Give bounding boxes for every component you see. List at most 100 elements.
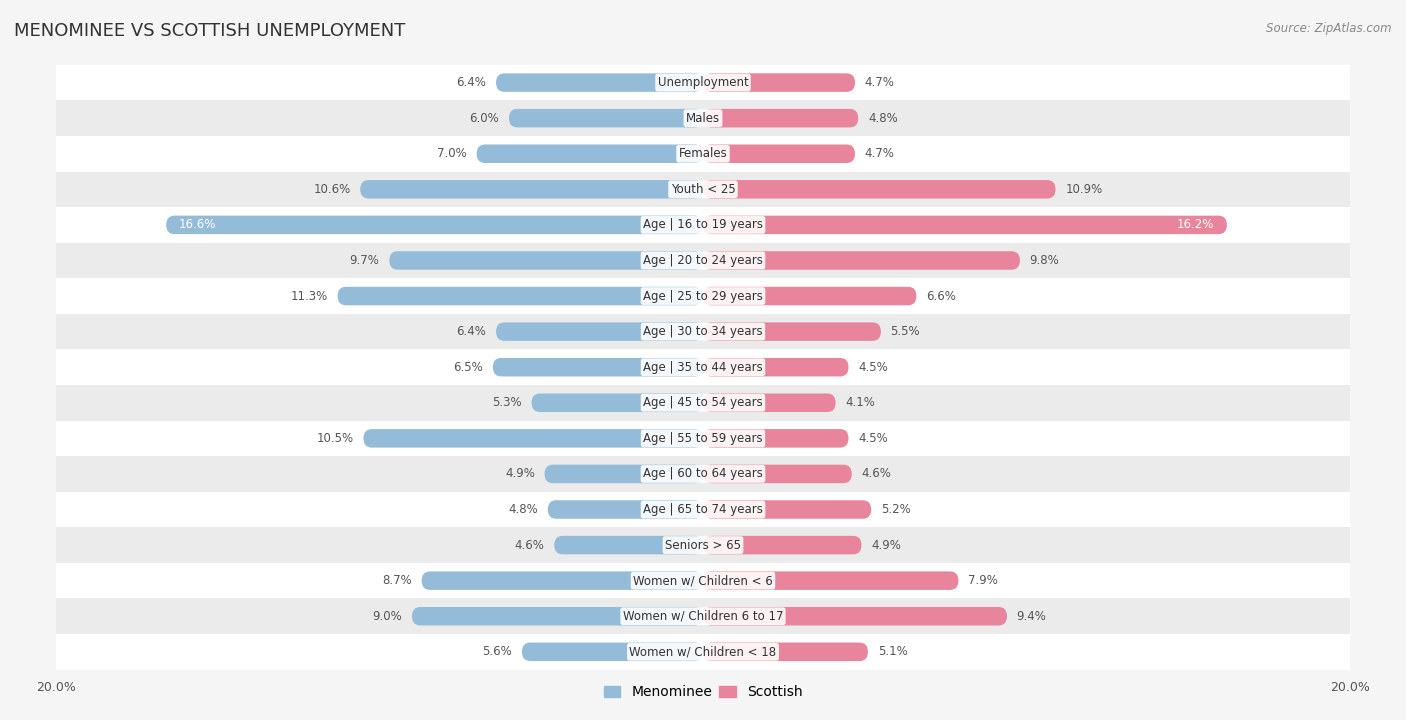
Legend: Menominee, Scottish: Menominee, Scottish	[598, 680, 808, 705]
FancyBboxPatch shape	[522, 642, 703, 661]
Text: 10.5%: 10.5%	[316, 432, 354, 445]
FancyBboxPatch shape	[703, 642, 868, 661]
Bar	[56, 314, 1350, 349]
FancyBboxPatch shape	[703, 145, 855, 163]
Text: Age | 30 to 34 years: Age | 30 to 34 years	[643, 325, 763, 338]
Text: 10.9%: 10.9%	[1066, 183, 1102, 196]
FancyBboxPatch shape	[477, 145, 703, 163]
Text: 4.9%: 4.9%	[872, 539, 901, 552]
Text: 4.6%: 4.6%	[515, 539, 544, 552]
Text: 4.7%: 4.7%	[865, 76, 894, 89]
Text: 4.8%: 4.8%	[509, 503, 538, 516]
Bar	[56, 456, 1350, 492]
FancyBboxPatch shape	[531, 394, 703, 412]
Text: 5.6%: 5.6%	[482, 645, 512, 658]
Text: 9.4%: 9.4%	[1017, 610, 1046, 623]
FancyBboxPatch shape	[389, 251, 703, 270]
Text: MENOMINEE VS SCOTTISH UNEMPLOYMENT: MENOMINEE VS SCOTTISH UNEMPLOYMENT	[14, 22, 405, 40]
Text: Youth < 25: Youth < 25	[671, 183, 735, 196]
Text: Age | 25 to 29 years: Age | 25 to 29 years	[643, 289, 763, 302]
FancyBboxPatch shape	[703, 572, 959, 590]
Bar	[56, 243, 1350, 278]
Bar	[56, 385, 1350, 420]
FancyBboxPatch shape	[703, 394, 835, 412]
FancyBboxPatch shape	[703, 287, 917, 305]
Bar	[56, 171, 1350, 207]
Text: 6.5%: 6.5%	[453, 361, 484, 374]
Text: Age | 45 to 54 years: Age | 45 to 54 years	[643, 396, 763, 409]
Bar	[56, 598, 1350, 634]
FancyBboxPatch shape	[548, 500, 703, 518]
FancyBboxPatch shape	[703, 180, 1056, 199]
FancyBboxPatch shape	[703, 536, 862, 554]
FancyBboxPatch shape	[703, 73, 855, 92]
FancyBboxPatch shape	[496, 73, 703, 92]
FancyBboxPatch shape	[166, 216, 703, 234]
FancyBboxPatch shape	[363, 429, 703, 448]
FancyBboxPatch shape	[703, 323, 880, 341]
Text: Age | 65 to 74 years: Age | 65 to 74 years	[643, 503, 763, 516]
Text: 4.5%: 4.5%	[858, 361, 889, 374]
Text: 4.7%: 4.7%	[865, 148, 894, 161]
Bar	[56, 527, 1350, 563]
Text: Women w/ Children < 18: Women w/ Children < 18	[630, 645, 776, 658]
Text: 6.4%: 6.4%	[457, 325, 486, 338]
Text: 4.9%: 4.9%	[505, 467, 534, 480]
Text: 4.8%: 4.8%	[868, 112, 897, 125]
FancyBboxPatch shape	[337, 287, 703, 305]
FancyBboxPatch shape	[703, 429, 849, 448]
Text: Males: Males	[686, 112, 720, 125]
FancyBboxPatch shape	[544, 464, 703, 483]
Text: 7.9%: 7.9%	[969, 574, 998, 587]
Text: Females: Females	[679, 148, 727, 161]
Text: 9.8%: 9.8%	[1029, 254, 1059, 267]
Text: Age | 20 to 24 years: Age | 20 to 24 years	[643, 254, 763, 267]
FancyBboxPatch shape	[360, 180, 703, 199]
FancyBboxPatch shape	[496, 323, 703, 341]
Text: 11.3%: 11.3%	[291, 289, 328, 302]
FancyBboxPatch shape	[509, 109, 703, 127]
FancyBboxPatch shape	[703, 109, 858, 127]
Text: 10.6%: 10.6%	[314, 183, 350, 196]
Text: 6.0%: 6.0%	[470, 112, 499, 125]
FancyBboxPatch shape	[703, 216, 1227, 234]
FancyBboxPatch shape	[703, 251, 1019, 270]
Text: 7.0%: 7.0%	[437, 148, 467, 161]
Text: 16.6%: 16.6%	[179, 218, 217, 231]
Bar	[56, 136, 1350, 171]
Bar	[56, 420, 1350, 456]
Bar	[56, 563, 1350, 598]
Text: 5.1%: 5.1%	[877, 645, 907, 658]
FancyBboxPatch shape	[703, 500, 872, 518]
FancyBboxPatch shape	[703, 607, 1007, 626]
Text: Seniors > 65: Seniors > 65	[665, 539, 741, 552]
FancyBboxPatch shape	[703, 464, 852, 483]
Text: Women w/ Children 6 to 17: Women w/ Children 6 to 17	[623, 610, 783, 623]
Bar	[56, 65, 1350, 100]
Text: Age | 35 to 44 years: Age | 35 to 44 years	[643, 361, 763, 374]
Text: 4.6%: 4.6%	[862, 467, 891, 480]
Text: Source: ZipAtlas.com: Source: ZipAtlas.com	[1267, 22, 1392, 35]
FancyBboxPatch shape	[412, 607, 703, 626]
Bar	[56, 100, 1350, 136]
Text: 9.7%: 9.7%	[350, 254, 380, 267]
Bar	[56, 492, 1350, 527]
Text: Age | 60 to 64 years: Age | 60 to 64 years	[643, 467, 763, 480]
Text: 5.5%: 5.5%	[890, 325, 920, 338]
FancyBboxPatch shape	[554, 536, 703, 554]
Bar	[56, 634, 1350, 670]
FancyBboxPatch shape	[422, 572, 703, 590]
Text: Unemployment: Unemployment	[658, 76, 748, 89]
Text: 16.2%: 16.2%	[1177, 218, 1213, 231]
FancyBboxPatch shape	[703, 358, 849, 377]
Text: 5.3%: 5.3%	[492, 396, 522, 409]
Text: Age | 16 to 19 years: Age | 16 to 19 years	[643, 218, 763, 231]
Text: 4.1%: 4.1%	[845, 396, 875, 409]
Bar	[56, 278, 1350, 314]
Text: 9.0%: 9.0%	[373, 610, 402, 623]
Text: 6.6%: 6.6%	[927, 289, 956, 302]
Text: 4.5%: 4.5%	[858, 432, 889, 445]
Text: 5.2%: 5.2%	[880, 503, 911, 516]
FancyBboxPatch shape	[494, 358, 703, 377]
Text: Women w/ Children < 6: Women w/ Children < 6	[633, 574, 773, 587]
